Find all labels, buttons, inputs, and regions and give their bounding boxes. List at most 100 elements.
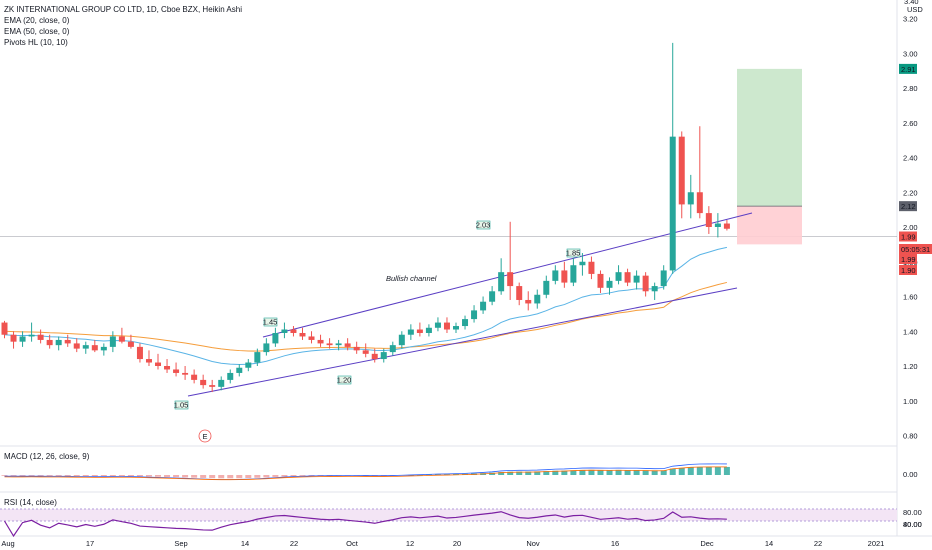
candle-body xyxy=(615,272,622,281)
candle-body xyxy=(416,329,423,333)
date-tick: 2021 xyxy=(868,539,885,548)
candle-body xyxy=(317,339,324,344)
macd-bar xyxy=(669,468,676,475)
candle-body xyxy=(290,329,297,333)
price-tick: 3.20 xyxy=(903,15,918,24)
macd-bar xyxy=(145,475,152,477)
candle-body xyxy=(669,136,676,271)
macd-bar xyxy=(543,471,550,475)
candle-body xyxy=(236,367,243,373)
candle-body xyxy=(714,223,721,227)
candle-body xyxy=(651,286,658,292)
pivot-label: 1.05 xyxy=(174,401,189,410)
macd-bar xyxy=(570,470,577,475)
candle-body xyxy=(155,362,162,366)
macd-bar xyxy=(290,475,297,477)
candle-body xyxy=(425,327,432,333)
candle-body xyxy=(1,322,8,335)
candle-body xyxy=(570,265,577,283)
price-tag-bg xyxy=(899,265,917,275)
rsi-label[interactable]: RSI (14, close) xyxy=(4,498,57,507)
macd-pane[interactable] xyxy=(1,463,730,481)
macd-bar xyxy=(236,475,243,479)
ema50-label[interactable]: EMA (50, close, 0) xyxy=(4,27,70,36)
macd-bar xyxy=(561,470,568,475)
macd-bar xyxy=(597,469,604,475)
macd-bar xyxy=(705,466,712,475)
price-axis[interactable]: 3.40USD3.203.002.802.602.402.202.001.801… xyxy=(899,0,932,529)
price-tag: 1.99 xyxy=(901,255,916,264)
macd-bar xyxy=(182,475,189,478)
price-tag: 1.90 xyxy=(901,266,916,275)
macd-bar xyxy=(615,469,622,475)
macd-bar xyxy=(317,475,324,476)
macd-bar xyxy=(642,470,649,475)
candle-body xyxy=(371,353,378,360)
macd-bar xyxy=(82,475,89,477)
ema20-label[interactable]: EMA (20, close, 0) xyxy=(4,16,70,25)
candle-body xyxy=(588,261,595,274)
macd-bar xyxy=(227,475,234,479)
candle-body xyxy=(498,272,505,292)
price-tag: 1.99 xyxy=(901,233,916,242)
signal-line xyxy=(4,466,727,481)
candle-body xyxy=(516,286,523,300)
price-tick: 1.60 xyxy=(903,293,918,302)
candle-body xyxy=(118,336,125,342)
price-tick: 2.60 xyxy=(903,119,918,128)
candle-body xyxy=(380,352,387,360)
candle-body xyxy=(191,374,198,380)
earnings-marker: E xyxy=(202,432,207,441)
macd-bar xyxy=(218,475,225,479)
macd-bar xyxy=(507,471,514,475)
price-tag-bg xyxy=(899,244,932,254)
macd-bar xyxy=(91,475,98,477)
macd-label[interactable]: MACD (12, 26, close, 9) xyxy=(4,452,90,461)
date-tick: 16 xyxy=(611,539,619,548)
macd-bar xyxy=(109,475,116,477)
candle-body xyxy=(696,192,703,214)
macd-bar xyxy=(118,475,125,477)
macd-bar xyxy=(714,466,721,475)
price-tick: 1.20 xyxy=(903,362,918,371)
price-tag: 05:05:31 xyxy=(901,245,930,254)
candle-body xyxy=(642,275,649,292)
date-axis[interactable]: Aug 17 Sep 14 22 Oct 12 20 Nov 16 Dec 14 22 2021 xyxy=(1,539,884,548)
candle-body xyxy=(353,346,360,351)
candle-body xyxy=(136,346,143,360)
price-tick: 1.40 xyxy=(903,327,918,336)
candle-body xyxy=(462,319,469,327)
price-tick: 2.40 xyxy=(903,154,918,163)
macd-bar xyxy=(200,475,207,478)
candle-body xyxy=(552,270,559,281)
rsi-tick: 40.00 xyxy=(903,520,922,529)
price-tick: 2.80 xyxy=(903,84,918,93)
rsi-tick: 80.00 xyxy=(903,508,922,517)
macd-bar xyxy=(127,475,134,477)
candle-body xyxy=(200,379,207,386)
candle-body xyxy=(534,294,541,304)
macd-bar xyxy=(164,475,171,477)
macd-bar xyxy=(678,467,685,475)
rsi-pane[interactable] xyxy=(3,511,727,538)
price-tick: 2.20 xyxy=(903,188,918,197)
chart-title: ZK INTERNATIONAL GROUP CO LTD, 1D, Cboe … xyxy=(4,5,242,14)
macd-bar xyxy=(136,475,143,477)
pivots-label[interactable]: Pivots HL (10, 10) xyxy=(4,38,68,47)
candle-body xyxy=(633,275,640,283)
macd-bar xyxy=(209,475,216,479)
macd-bar xyxy=(173,475,180,478)
macd-bar xyxy=(425,474,432,476)
macd-bar xyxy=(19,475,26,476)
price-tick: 1.00 xyxy=(903,397,918,406)
macd-bar xyxy=(525,471,532,475)
macd-bar xyxy=(723,466,730,475)
candle-body xyxy=(543,280,550,295)
candle-body xyxy=(705,213,712,227)
candles[interactable] xyxy=(1,42,730,393)
pivot-label: 2.03 xyxy=(476,221,491,230)
candle-body xyxy=(272,332,279,344)
position-zones[interactable] xyxy=(737,68,802,245)
macd-tick: 0.00 xyxy=(903,470,918,479)
